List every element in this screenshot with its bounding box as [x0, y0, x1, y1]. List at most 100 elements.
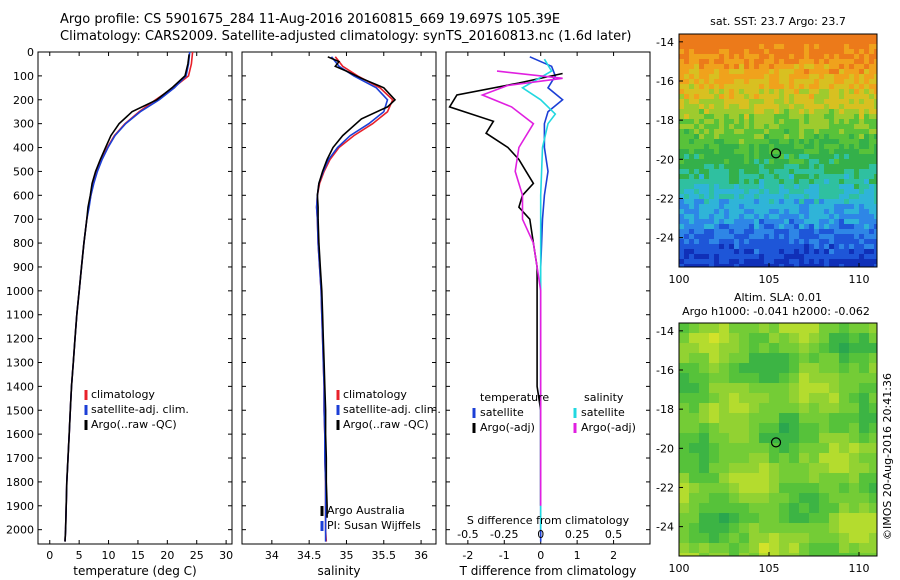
map-cell	[849, 159, 854, 164]
map-cell	[804, 39, 809, 44]
map-cell	[699, 463, 709, 473]
map-cell	[799, 64, 804, 69]
map-cell	[759, 199, 764, 204]
map-cell	[779, 74, 784, 79]
map-cell	[769, 239, 774, 244]
map-cell	[714, 139, 719, 144]
map-cell	[819, 254, 824, 259]
map-cell	[744, 49, 749, 54]
map-cell	[804, 109, 809, 114]
map-cell	[809, 219, 814, 224]
map-cell	[774, 214, 779, 219]
map-cell	[839, 393, 849, 403]
map-cell	[694, 59, 699, 64]
map-cell	[694, 224, 699, 229]
map-cell	[779, 54, 784, 59]
map-cell	[834, 114, 839, 119]
map-cell	[784, 144, 789, 149]
map-cell	[784, 89, 789, 94]
map-cell	[769, 543, 779, 553]
map-cell	[679, 553, 689, 556]
map-cell	[854, 69, 859, 74]
map-cell	[844, 224, 849, 229]
map-cell	[724, 199, 729, 204]
map-cell	[799, 333, 809, 343]
map-cell	[819, 383, 829, 393]
map-cell	[749, 433, 759, 443]
map-cell	[849, 513, 859, 523]
map-cell	[844, 104, 849, 109]
map-cell	[699, 174, 704, 179]
map-cell	[694, 154, 699, 159]
map-cell	[869, 54, 874, 59]
map-cell	[859, 523, 869, 533]
map-cell	[829, 239, 834, 244]
map-cell	[789, 244, 794, 249]
map-cell	[809, 249, 814, 254]
map-cell	[849, 154, 854, 159]
map-y-tick-label: -18	[656, 403, 674, 416]
map-cell	[849, 453, 859, 463]
map-cell	[859, 264, 864, 267]
map-cell	[849, 244, 854, 249]
map-cell	[744, 219, 749, 224]
map-cell	[754, 164, 759, 169]
map-y-tick-label: -16	[656, 75, 674, 88]
map-cell	[824, 89, 829, 94]
map-cell	[774, 59, 779, 64]
map-cell	[799, 114, 804, 119]
map-cell	[829, 513, 839, 523]
map-cell	[854, 174, 859, 179]
map-cell	[859, 104, 864, 109]
map-cell	[729, 69, 734, 74]
map-cell	[779, 533, 789, 543]
map-cell	[689, 229, 694, 234]
map-cell	[699, 343, 709, 353]
map-cell	[784, 49, 789, 54]
map-cell	[839, 94, 844, 99]
map-cell	[814, 114, 819, 119]
map-cell	[764, 184, 769, 189]
map-cell	[709, 463, 719, 473]
map-cell	[734, 209, 739, 214]
map-cell	[864, 259, 869, 264]
map-cell	[849, 94, 854, 99]
map-cell	[679, 49, 684, 54]
map-cell	[864, 44, 869, 49]
map-cell	[709, 443, 719, 453]
map-cell	[744, 224, 749, 229]
map-cell	[694, 229, 699, 234]
map-cell	[819, 94, 824, 99]
map-cell	[769, 209, 774, 214]
x-tick-label: -1	[499, 549, 510, 562]
map-cell	[869, 174, 874, 179]
map-cell	[859, 234, 864, 239]
map-cell	[849, 174, 854, 179]
map-cell	[779, 259, 784, 264]
map-cell	[714, 174, 719, 179]
map-cell	[809, 149, 814, 154]
map-cell	[819, 453, 829, 463]
map-x-tick-label: 110	[849, 273, 870, 286]
map-cell	[699, 129, 704, 134]
map-cell	[714, 89, 719, 94]
map-cell	[824, 84, 829, 89]
map-cell	[709, 169, 714, 174]
map-cell	[819, 433, 829, 443]
map-cell	[754, 144, 759, 149]
map-cell	[744, 99, 749, 104]
map-cell	[814, 214, 819, 219]
map-cell	[684, 79, 689, 84]
x-tick-label: 35	[339, 549, 353, 562]
map-cell	[749, 184, 754, 189]
map-cell	[729, 74, 734, 79]
map-cell	[684, 179, 689, 184]
map-cell	[749, 333, 759, 343]
argo-position-marker	[770, 437, 782, 448]
map-cell	[684, 54, 689, 59]
map-cell	[689, 423, 699, 433]
map-cell	[689, 513, 699, 523]
map-cell	[739, 463, 749, 473]
map-cell	[739, 119, 744, 124]
map-cell	[709, 109, 714, 114]
